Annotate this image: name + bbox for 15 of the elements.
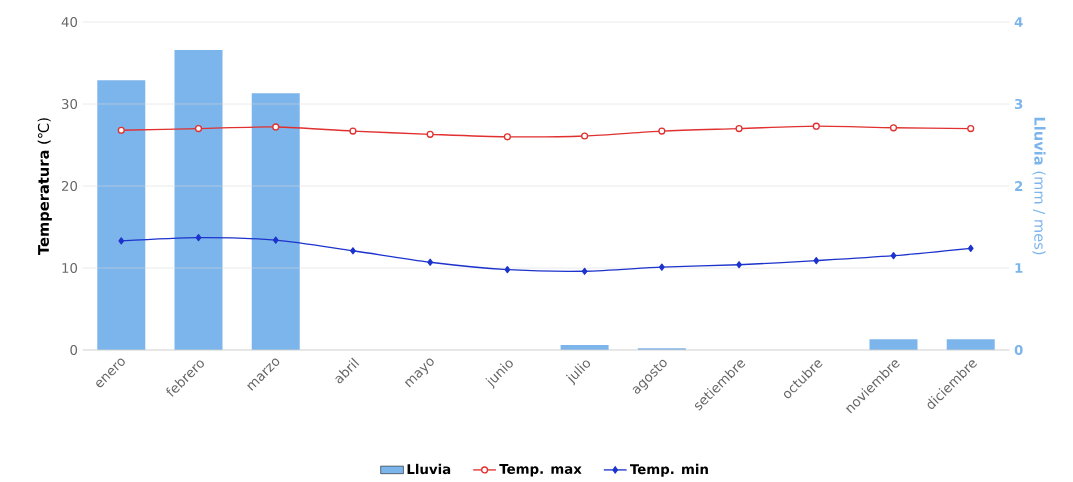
legend-label: Temp. min xyxy=(629,463,708,477)
y-tick-label: 40 xyxy=(61,16,78,28)
y2-tick-label: 2 xyxy=(1015,181,1023,191)
y2-axis-title: Lluvia (mm / mes) xyxy=(1032,117,1046,255)
y-tick-label: 0 xyxy=(70,344,78,356)
y-tick-label: 10 xyxy=(62,262,78,274)
y2-tick-label: 4 xyxy=(1014,17,1023,27)
legend-label: Lluvia xyxy=(407,463,451,475)
legend-label: Temp. max xyxy=(499,464,582,477)
y-axis-title: Temperatura (℃) xyxy=(37,118,52,255)
y2-tick-label: 3 xyxy=(1014,98,1023,110)
y-tick-label: 30 xyxy=(62,98,78,110)
y-tick-label: 20 xyxy=(61,180,78,192)
y2-tick-label: 0 xyxy=(1014,344,1023,356)
y2-tick-label: 1 xyxy=(1015,263,1023,273)
